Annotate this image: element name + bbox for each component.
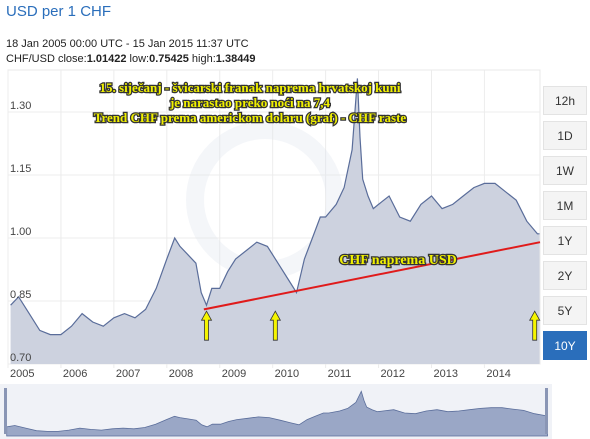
x-tick-label: 2011 [328, 368, 352, 380]
x-tick-label: 2005 [10, 368, 34, 380]
y-tick-label: 0.70 [10, 352, 31, 364]
headline-annotation: 15. siječanj - švicarski franak naprema … [93, 79, 408, 127]
price-stats: CHF/USD close:1.01422 low:0.75425 high:1… [6, 53, 256, 65]
up-arrow [200, 310, 213, 341]
up-arrow [269, 310, 282, 341]
headline-line: 15. siječanj - švicarski franak naprema … [100, 80, 401, 95]
navigator-area[interactable] [6, 390, 548, 437]
range-button-1d[interactable]: 1D [543, 121, 587, 150]
y-axis: 0.70 0.85 1.00 1.15 1.30 [10, 100, 31, 364]
navigator-handle-left[interactable] [4, 388, 7, 434]
range-button-12h[interactable]: 12h [543, 86, 587, 115]
high-value: 1.38449 [215, 53, 256, 65]
range-button-2y[interactable]: 2Y [543, 261, 587, 290]
range-button-1y[interactable]: 1Y [543, 226, 587, 255]
y-tick-label: 1.30 [10, 100, 31, 112]
x-tick-label: 2006 [63, 368, 87, 380]
x-tick-label: 2012 [381, 368, 405, 380]
x-tick-label: 2007 [116, 368, 140, 380]
high-label: high: [191, 53, 216, 65]
range-button-10y[interactable]: 10Y [543, 331, 587, 360]
y-tick-label: 1.15 [10, 163, 31, 175]
close-value: 1.01422 [86, 53, 127, 65]
arrows [200, 310, 541, 341]
price-line [10, 78, 540, 336]
up-arrow [529, 310, 541, 341]
range-button-1m[interactable]: 1M [543, 191, 587, 220]
x-axis: 2005 2006 2007 2008 2009 2010 2011 2012 2013 2014 [10, 368, 511, 380]
trend-line [203, 241, 541, 311]
x-tick-label: 2009 [222, 368, 246, 380]
low-label: low: [129, 53, 150, 65]
date-range: 18 Jan 2005 00:00 UTC - 15 Jan 2015 11:3… [6, 38, 249, 50]
close-label: close: [57, 53, 87, 65]
range-button-5y[interactable]: 5Y [543, 296, 587, 325]
price-area [10, 78, 540, 365]
y-tick-label: 1.00 [10, 226, 31, 238]
x-tick-label: 2008 [169, 368, 193, 380]
pair-label: CHF/USD [6, 53, 55, 65]
range-button-1w[interactable]: 1W [543, 156, 587, 185]
low-value: 0.75425 [149, 53, 189, 65]
chart-title: USD per 1 CHF [6, 3, 112, 20]
trend-label: CHF naprema USD [339, 253, 456, 268]
x-tick-label: 2014 [486, 368, 510, 380]
headline-line: je narastao preko noći na 7,4 [169, 95, 331, 110]
navigator-handle-right[interactable] [545, 388, 548, 434]
headline-line: Trend CHF prema americkom dolaru (graf) … [94, 110, 407, 125]
y-tick-label: 0.85 [10, 289, 31, 301]
x-tick-label: 2010 [275, 368, 299, 380]
x-tick-label: 2013 [433, 368, 457, 380]
